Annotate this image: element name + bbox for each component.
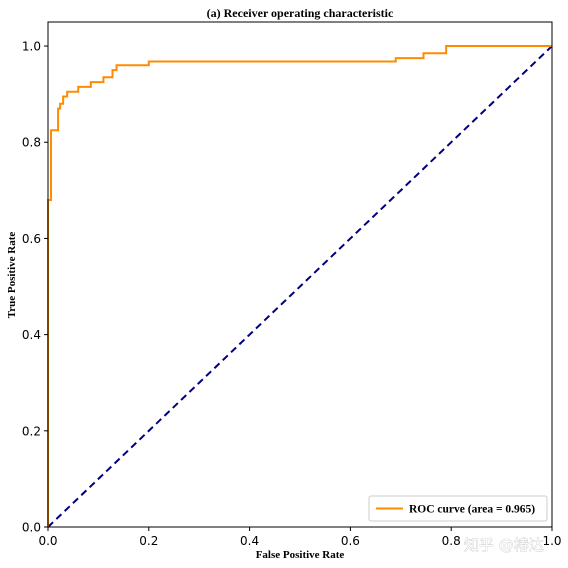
y-tick-label: 0.0 [22, 521, 41, 535]
y-tick-label: 0.8 [22, 136, 41, 150]
x-tick-label: 0.6 [341, 534, 360, 548]
x-tick-label: 0.8 [442, 534, 461, 548]
y-axis-label: True Positive Rate [6, 232, 18, 319]
y-tick-label: 0.6 [22, 232, 41, 246]
y-axis: 0.0 0.2 0.4 0.6 0.8 1.0 [22, 40, 48, 535]
x-tick-label: 1.0 [542, 534, 561, 548]
legend-box [368, 495, 548, 522]
chance-diagonal-line [47, 45, 553, 528]
x-axis: 0.0 0.2 0.4 0.6 0.8 1.0 [38, 527, 562, 548]
y-tick-label: 0.4 [22, 328, 41, 342]
y-tick-label: 0.2 [22, 424, 41, 438]
legend-label-roc-curve: ROC curve (area = 0.965) [409, 504, 535, 516]
x-axis-label: False Positive Rate [256, 549, 345, 561]
roc-curve-line [47, 45, 552, 527]
plot-frame [47, 21, 553, 528]
watermark-logo: 知乎 @椿达 [464, 536, 544, 554]
legend: ROC curve (area = 0.965) [368, 495, 548, 522]
x-tick-label: 0.2 [139, 534, 158, 548]
x-tick-label: 0.4 [240, 534, 259, 548]
x-tick-label: 0.0 [38, 534, 57, 548]
plot-area [47, 45, 553, 528]
chart-title: (a) Receiver operating characteristic [207, 6, 394, 20]
y-tick-label: 1.0 [22, 40, 41, 54]
